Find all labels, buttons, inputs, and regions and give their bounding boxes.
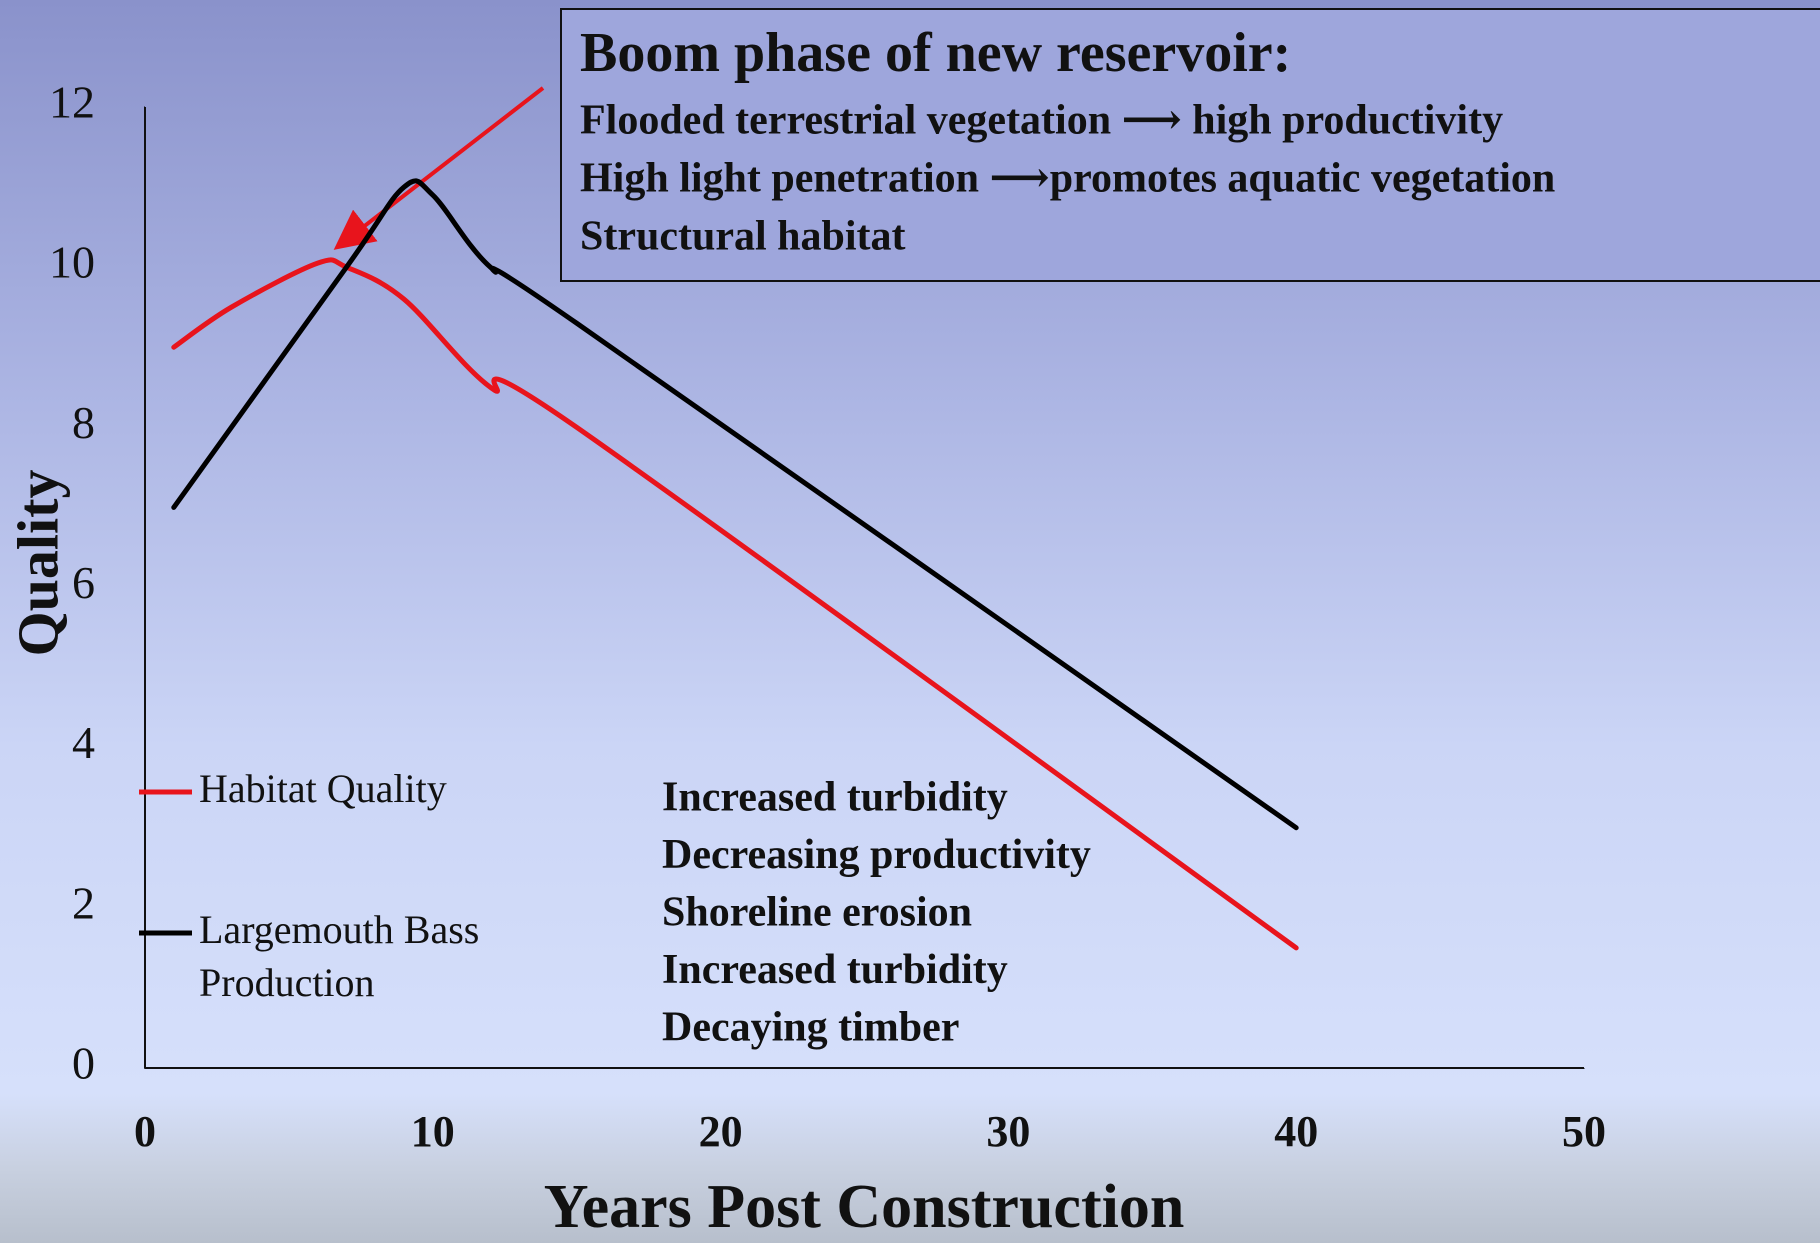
box-title: Boom phase of new reservoir: [580, 22, 1291, 84]
y-axis-label: Quality [5, 470, 70, 657]
data-line [171, 178, 1299, 831]
box-line: Structural habitat [580, 214, 906, 260]
box-line: Flooded terrestrial vegetation ⟶ high pr… [580, 98, 1503, 144]
y-tick-label: 4 [72, 717, 95, 768]
data-line [171, 257, 1299, 951]
y-tick-label: 2 [72, 877, 95, 928]
box-line: High light penetration ⟶promotes aquatic… [580, 156, 1555, 202]
y-tick-label: 10 [49, 237, 95, 288]
legend-label: Largemouth Bass Production [199, 907, 480, 1005]
x-axis-label: Years Post Construction [544, 1173, 1185, 1241]
x-tick-label: 50 [1562, 1107, 1606, 1156]
x-tick-label: 40 [1274, 1107, 1318, 1156]
pointer-arrow [333, 86, 545, 250]
note: Decreasing productivity [662, 832, 1091, 878]
x-tick-label: 20 [699, 1107, 743, 1156]
x-tick-label: 0 [134, 1107, 156, 1156]
note: Increased turbidity [662, 775, 1008, 821]
note: Increased turbidity [662, 947, 1008, 993]
y-tick-label: 0 [72, 1038, 95, 1089]
y-tick-label: 8 [72, 397, 95, 448]
y-tick-label: 12 [49, 77, 95, 128]
annotation-box [560, 8, 1820, 282]
note: Decaying timber [662, 1005, 959, 1051]
x-tick-label: 30 [986, 1107, 1030, 1156]
legend-label: Habitat Quality [199, 766, 447, 811]
x-tick-label: 10 [411, 1107, 455, 1156]
note: Shoreline erosion [662, 890, 972, 936]
y-tick-label: 6 [72, 557, 95, 608]
